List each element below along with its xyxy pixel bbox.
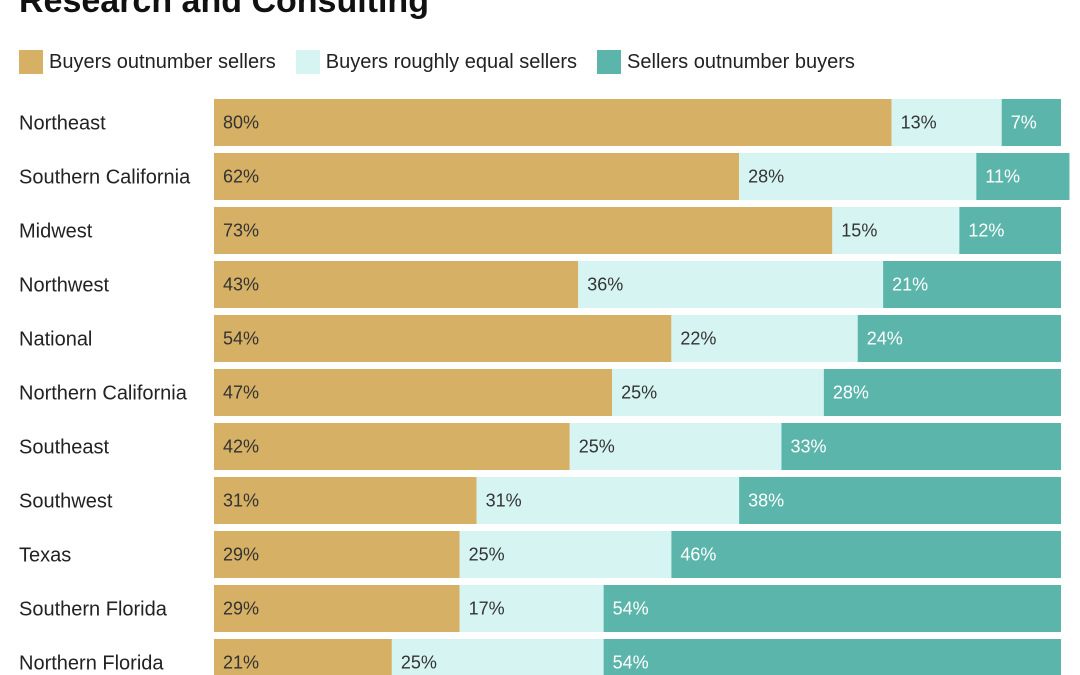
category-label-midwest: Midwest xyxy=(19,221,93,243)
bar-segment-northeast-sellers-outnumber-buyers xyxy=(1001,99,1061,146)
data-label-national-buyers-roughly-equal-sellers: 22% xyxy=(680,329,716,349)
bar-segment-national-sellers-outnumber-buyers xyxy=(857,315,1061,362)
bar-segment-southern-california-buyers-roughly-equal-sellers xyxy=(739,153,977,200)
data-label-national-buyers-outnumber-sellers: 54% xyxy=(223,329,259,349)
bar-segment-texas-sellers-outnumber-buyers xyxy=(671,531,1061,578)
bar-segment-midwest-buyers-outnumber-sellers xyxy=(214,207,833,254)
data-label-southeast-buyers-roughly-equal-sellers: 25% xyxy=(579,437,615,457)
category-label-texas: Texas xyxy=(19,545,71,567)
data-label-southwest-buyers-roughly-equal-sellers: 31% xyxy=(486,491,522,511)
data-label-southern-california-sellers-outnumber-buyers: 11% xyxy=(985,167,1020,187)
legend-label-sellers-outnumber: Sellers outnumber buyers xyxy=(627,50,855,73)
category-label-northeast: Northeast xyxy=(19,113,106,135)
bar-segment-northwest-buyers-outnumber-sellers xyxy=(214,261,579,308)
data-label-northern-california-buyers-outnumber-sellers: 47% xyxy=(223,383,259,403)
data-label-midwest-buyers-roughly-equal-sellers: 15% xyxy=(841,221,877,241)
bar-segment-southwest-buyers-roughly-equal-sellers xyxy=(476,477,740,524)
bar-segment-texas-buyers-outnumber-sellers xyxy=(214,531,460,578)
bar-segment-southern-florida-buyers-roughly-equal-sellers xyxy=(459,585,604,632)
category-label-northern-florida: Northern Florida xyxy=(19,653,164,675)
data-label-texas-buyers-roughly-equal-sellers: 25% xyxy=(469,545,505,565)
bar-segment-southern-florida-sellers-outnumber-buyers xyxy=(603,585,1061,632)
data-label-southern-florida-sellers-outnumber-buyers: 54% xyxy=(613,599,649,619)
data-label-northwest-sellers-outnumber-buyers: 21% xyxy=(892,275,928,295)
bar-segment-northeast-buyers-outnumber-sellers xyxy=(214,99,892,146)
legend-swatch-buyers-outnumber xyxy=(19,50,43,74)
bar-segment-northwest-sellers-outnumber-buyers xyxy=(883,261,1061,308)
bar-segment-northeast-buyers-roughly-equal-sellers xyxy=(891,99,1002,146)
data-label-northern-florida-buyers-roughly-equal-sellers: 25% xyxy=(401,653,437,673)
legend-label-buyers-outnumber: Buyers outnumber sellers xyxy=(49,50,276,73)
bar-segment-northern-california-buyers-outnumber-sellers xyxy=(214,369,613,416)
bar-segment-northern-florida-sellers-outnumber-buyers xyxy=(603,639,1061,675)
data-label-southern-california-buyers-roughly-equal-sellers: 28% xyxy=(748,167,784,187)
data-label-southern-florida-buyers-outnumber-sellers: 29% xyxy=(223,599,259,619)
bar-segment-northern-florida-buyers-outnumber-sellers xyxy=(214,639,392,675)
bar-segment-southeast-buyers-outnumber-sellers xyxy=(214,423,570,470)
data-label-southern-florida-buyers-roughly-equal-sellers: 17% xyxy=(469,599,505,619)
bar-segment-midwest-buyers-roughly-equal-sellers xyxy=(832,207,960,254)
category-label-southern-california: Southern California xyxy=(19,167,191,189)
bar-segment-southwest-buyers-outnumber-sellers xyxy=(214,477,477,524)
data-label-southwest-sellers-outnumber-buyers: 38% xyxy=(748,491,784,511)
data-label-northwest-buyers-outnumber-sellers: 43% xyxy=(223,275,259,295)
data-label-northeast-buyers-roughly-equal-sellers: 13% xyxy=(901,113,937,133)
bar-segment-texas-buyers-roughly-equal-sellers xyxy=(459,531,672,578)
data-label-northern-florida-buyers-outnumber-sellers: 21% xyxy=(223,653,259,673)
legend-label-roughly-equal: Buyers roughly equal sellers xyxy=(325,50,578,73)
bar-segment-southeast-sellers-outnumber-buyers xyxy=(781,423,1061,470)
bar-segment-northern-california-sellers-outnumber-buyers xyxy=(823,369,1061,416)
chart-title: Research and Consulting xyxy=(19,0,429,20)
data-label-northeast-sellers-outnumber-buyers: 7% xyxy=(1011,113,1037,133)
data-label-southwest-buyers-outnumber-sellers: 31% xyxy=(223,491,259,511)
data-label-northeast-buyers-outnumber-sellers: 80% xyxy=(223,113,259,133)
bar-segment-national-buyers-outnumber-sellers xyxy=(214,315,672,362)
legend-item-buyers-outnumber: Buyers outnumber sellers xyxy=(19,50,276,74)
data-label-midwest-buyers-outnumber-sellers: 73% xyxy=(223,221,259,241)
bar-segment-southern-florida-buyers-outnumber-sellers xyxy=(214,585,460,632)
bar-segment-midwest-sellers-outnumber-buyers xyxy=(959,207,1061,254)
data-label-midwest-sellers-outnumber-buyers: 12% xyxy=(968,221,1004,241)
bar-segment-national-buyers-roughly-equal-sellers xyxy=(671,315,858,362)
bar-segment-southeast-buyers-roughly-equal-sellers xyxy=(569,423,782,470)
data-label-northern-florida-sellers-outnumber-buyers: 54% xyxy=(613,653,649,673)
category-label-national: National xyxy=(19,329,92,351)
bar-segment-northwest-buyers-roughly-equal-sellers xyxy=(578,261,884,308)
legend-item-sellers-outnumber: Sellers outnumber buyers xyxy=(597,50,855,74)
data-label-national-sellers-outnumber-buyers: 24% xyxy=(867,329,903,349)
bar-segment-southern-california-buyers-outnumber-sellers xyxy=(214,153,740,200)
data-label-northern-california-buyers-roughly-equal-sellers: 25% xyxy=(621,383,657,403)
legend-item-roughly-equal: Buyers roughly equal sellers xyxy=(295,50,578,74)
data-label-southeast-sellers-outnumber-buyers: 33% xyxy=(790,437,826,457)
data-label-texas-buyers-outnumber-sellers: 29% xyxy=(223,545,259,565)
data-label-southeast-buyers-outnumber-sellers: 42% xyxy=(223,437,259,457)
category-label-southeast: Southeast xyxy=(19,437,110,459)
data-label-southern-california-buyers-outnumber-sellers: 62% xyxy=(223,167,259,187)
bar-segment-northern-florida-buyers-roughly-equal-sellers xyxy=(391,639,604,675)
legend-swatch-roughly-equal xyxy=(295,50,320,74)
category-label-southwest: Southwest xyxy=(19,491,113,513)
category-label-northwest: Northwest xyxy=(19,275,109,297)
chart-legend: Buyers outnumber sellers Buyers roughly … xyxy=(19,50,875,74)
category-label-southern-florida: Southern Florida xyxy=(19,599,168,621)
bar-segment-southwest-sellers-outnumber-buyers xyxy=(739,477,1061,524)
category-label-northern-california: Northern California xyxy=(19,383,188,405)
bar-segment-northern-california-buyers-roughly-equal-sellers xyxy=(612,369,824,416)
data-label-northern-california-sellers-outnumber-buyers: 28% xyxy=(833,383,869,403)
bar-segment-southern-california-sellers-outnumber-buyers xyxy=(976,153,1070,200)
data-label-texas-sellers-outnumber-buyers: 46% xyxy=(680,545,716,565)
data-label-northwest-buyers-roughly-equal-sellers: 36% xyxy=(587,275,623,295)
legend-swatch-sellers-outnumber xyxy=(597,50,622,74)
